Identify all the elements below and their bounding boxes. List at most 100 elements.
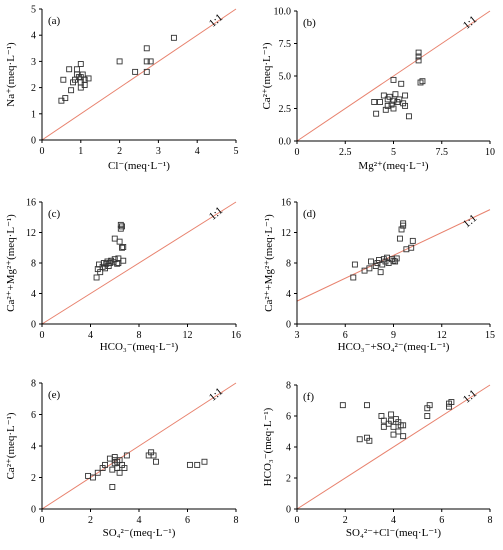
reference-line (41, 382, 237, 510)
y-tick-label: 2 (31, 473, 36, 484)
y-tick-label: 4 (31, 442, 36, 453)
y-tick-label: 12 (26, 228, 36, 239)
data-point (102, 461, 109, 468)
x-tick-label: 0 (295, 515, 300, 526)
x-tick-label: 7.5 (436, 147, 449, 158)
data-point (62, 95, 69, 102)
data-point (89, 474, 96, 481)
data-point (409, 237, 416, 244)
x-tick-label: 2 (343, 515, 348, 526)
data-point (85, 75, 92, 82)
y-tick-label: 0 (286, 320, 291, 331)
data-point (368, 258, 374, 265)
x-tick-label: 12 (437, 330, 447, 341)
data-point (392, 91, 399, 98)
y-tick-label: 0.0 (279, 137, 292, 148)
x-tick-label: 1 (78, 146, 83, 157)
x-tick-label: 2.5 (339, 147, 352, 158)
data-point (201, 458, 208, 465)
chart-panel: 0 4 8 12 16 0 4 8 12 16 (c) 1:1 HCO₃⁻(meq·L⁻¹) Ca²⁺+M… (5, 198, 241, 354)
x-tick-label: 2 (117, 146, 122, 157)
data-point (73, 66, 80, 73)
data-point (114, 465, 121, 471)
data-point (395, 428, 402, 435)
y-tick-label: 1 (31, 109, 36, 120)
x-tick-label: 12 (183, 330, 193, 341)
x-tick-label: 0 (40, 515, 45, 526)
y-tick-label: 16 (281, 198, 291, 209)
data-point (94, 469, 101, 476)
data-point (400, 433, 407, 440)
reference-line (41, 201, 237, 325)
data-point (366, 265, 373, 272)
data-point (115, 260, 122, 266)
reference-line (296, 384, 491, 510)
y-tick-label: 16 (26, 198, 36, 209)
x-axis-title: SO₄²⁻+Cl⁻(meq·L⁻¹) (346, 527, 441, 539)
x-axis-title: Cl⁻(meq·L⁻¹) (108, 160, 170, 172)
y-tick-label: 2 (286, 474, 291, 485)
y-tick-label: 5.0 (279, 72, 292, 83)
data-point (388, 411, 395, 418)
x-tick-label: 16 (231, 330, 241, 341)
panel-label: (e) (48, 389, 61, 401)
x-tick-label: 0 (295, 147, 300, 158)
data-point (132, 68, 139, 75)
data-point (380, 423, 387, 430)
data-point (366, 437, 373, 444)
x-tick-label: 8 (234, 515, 239, 526)
x-tick-label: 6 (439, 515, 444, 526)
data-point (426, 402, 433, 409)
y-tick-label: 4 (286, 443, 291, 454)
data-point (120, 257, 127, 264)
data-point (170, 34, 177, 41)
y-tick-label: 0 (31, 505, 36, 516)
data-point (390, 423, 397, 430)
reference-line (296, 10, 491, 142)
y-tick-label: 8 (31, 259, 36, 270)
x-tick-label: 5 (391, 147, 396, 158)
data-point (143, 68, 150, 75)
reference-line (296, 209, 491, 302)
data-point (120, 244, 127, 250)
y-tick-label: 0 (31, 320, 36, 331)
y-axis-title: HCO₃⁻(meq·L⁻¹) (262, 407, 274, 486)
y-axis-title: Ca²⁺+Mg²⁺(meq·L⁻¹) (5, 214, 17, 312)
data-point (417, 79, 424, 86)
x-tick-label: 6 (343, 330, 348, 341)
reference-line (41, 8, 237, 141)
data-point (390, 76, 397, 83)
y-tick-label: 3 (31, 57, 36, 68)
chart-panel: 0 2 4 6 8 0 2 4 6 8 (e) 1:1 SO₄²⁻(meq·L⁻¹) Ca²⁺(meq·L… (5, 379, 239, 540)
data-point (119, 223, 125, 230)
data-point (109, 484, 116, 490)
data-point (339, 402, 346, 409)
y-tick-label: 12 (281, 228, 291, 239)
data-point (186, 461, 193, 468)
data-point (111, 457, 118, 464)
x-tick-label: 10 (485, 147, 495, 158)
y-tick-label: 4 (286, 289, 291, 300)
y-tick-label: 6 (286, 412, 291, 423)
data-point (402, 102, 409, 109)
data-point (405, 113, 412, 120)
data-point (116, 238, 123, 245)
data-point (116, 469, 123, 476)
data-point (77, 84, 84, 91)
data-point (415, 49, 422, 56)
data-point (356, 436, 363, 443)
data-point (60, 76, 67, 83)
data-point (117, 221, 124, 228)
data-point (116, 58, 123, 65)
x-tick-label: 9 (391, 330, 396, 341)
y-axis-title: Ca²⁺+Mg²⁺(meq·L⁻¹) (263, 214, 275, 312)
data-point (396, 235, 403, 242)
panel-label: (d) (303, 208, 316, 220)
data-point (66, 66, 73, 73)
data-point (419, 78, 426, 85)
x-tick-label: 3 (156, 146, 161, 157)
chart-panel: 0 2.5 5 7.5 100.02.55.07.510.0(b) 1:1Mg²⁺(meq… (261, 7, 495, 173)
data-point (350, 274, 357, 281)
y-tick-label: 5 (31, 5, 36, 16)
